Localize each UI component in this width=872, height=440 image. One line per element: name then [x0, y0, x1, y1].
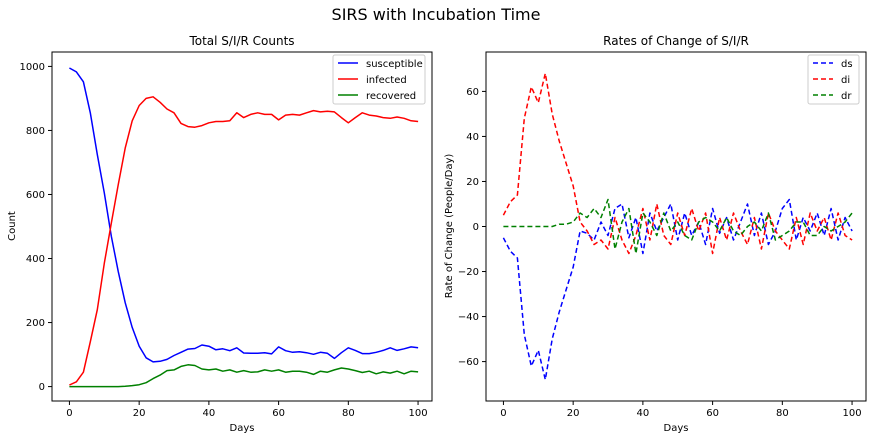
left-x-tick-label: 40	[203, 408, 216, 419]
right-x-tick-label: 60	[706, 408, 719, 419]
right-legend-box	[807, 54, 860, 105]
left-x-tick-label: 100	[409, 408, 428, 419]
left-legend-label-recovered: recovered	[366, 91, 416, 102]
right-lines	[502, 72, 853, 381]
left-series-line-susceptible	[69, 67, 419, 363]
right-y-tick-label: −20	[458, 267, 479, 278]
right-series-line-di	[502, 72, 853, 255]
right-chart: Rates of Change of S/I/R Days Rate of Ch…	[444, 34, 867, 434]
left-y-tick-label: 0	[39, 382, 45, 393]
right-legend-label-dr: dr	[841, 91, 852, 102]
right-chart-title: Rates of Change of S/I/R	[603, 34, 749, 48]
left-x-tick-label: 20	[133, 408, 146, 419]
left-y-tick-label: 800	[26, 126, 45, 137]
left-x-tick-label: 80	[342, 408, 355, 419]
left-chart: Total S/I/R Counts Days Count 0 20 40 60 80 1…	[7, 34, 433, 434]
right-ticks: 0 20 40 60 80 100 −60 −40 −20 0 20 40 60	[458, 87, 862, 419]
right-x-tick-label: 20	[567, 408, 580, 419]
right-y-tick-label: −60	[458, 357, 479, 368]
left-legend-label-susceptible: susceptible	[366, 59, 423, 70]
left-x-tick-label: 0	[66, 408, 72, 419]
right-y-tick-label: 40	[466, 132, 479, 143]
left-y-tick-label: 1000	[20, 62, 45, 73]
right-x-tick-label: 80	[776, 408, 789, 419]
right-plot-frame	[485, 51, 867, 402]
left-y-tick-label: 200	[26, 318, 45, 329]
left-series-line-infected	[69, 96, 419, 386]
right-legend-label-ds: ds	[841, 59, 853, 70]
left-lines	[69, 67, 419, 388]
right-legend: ds di dr	[807, 54, 860, 105]
right-x-tick-label: 0	[500, 408, 506, 419]
left-chart-xlabel: Days	[230, 423, 255, 434]
right-y-tick-label: 60	[466, 87, 479, 98]
right-y-tick-label: 0	[473, 222, 479, 233]
left-legend-label-infected: infected	[366, 75, 407, 86]
figure-suptitle: SIRS with Incubation Time	[332, 5, 541, 24]
left-plot-frame	[51, 51, 433, 402]
right-legend-label-di: di	[841, 75, 850, 86]
left-legend-box	[332, 54, 426, 105]
right-x-tick-label: 40	[637, 408, 650, 419]
right-chart-xlabel: Days	[664, 423, 689, 434]
left-chart-title: Total S/I/R Counts	[188, 34, 294, 48]
left-x-tick-label: 60	[272, 408, 285, 419]
right-x-tick-label: 100	[843, 408, 862, 419]
left-series-line-recovered	[69, 364, 419, 388]
right-y-tick-label: 20	[466, 177, 479, 188]
right-chart-ylabel: Rate of Change (People/Day)	[444, 154, 455, 299]
right-series-line-dr	[503, 198, 853, 255]
left-y-tick-label: 400	[26, 254, 45, 265]
left-chart-ylabel: Count	[7, 211, 18, 241]
left-legend: susceptible infected recovered	[332, 54, 426, 105]
right-y-tick-label: −40	[458, 312, 479, 323]
left-y-tick-label: 600	[26, 190, 45, 201]
right-series-line-ds	[502, 198, 853, 381]
